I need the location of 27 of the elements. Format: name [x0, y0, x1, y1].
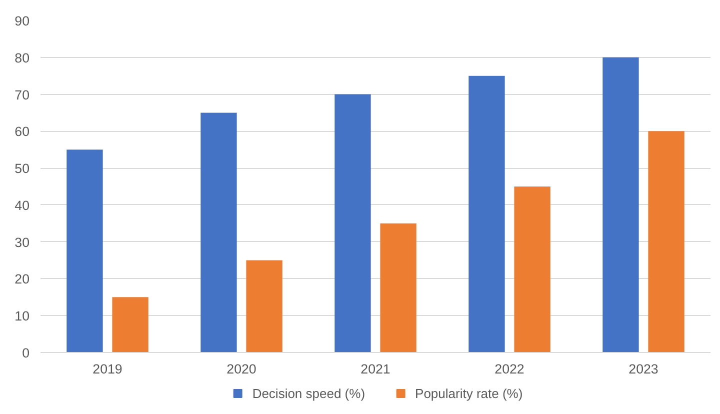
- bar: [334, 94, 371, 352]
- x-tick-label: 2020: [226, 362, 256, 376]
- bar: [648, 131, 684, 352]
- x-tick-label: 2019: [92, 362, 122, 376]
- y-tick-label: 30: [14, 234, 30, 250]
- x-tick-label: 2021: [360, 362, 390, 376]
- bar: [380, 223, 416, 352]
- y-tick-label: 80: [14, 50, 30, 66]
- y-tick-label: 0: [22, 346, 30, 360]
- x-tick-label: 2023: [628, 362, 658, 376]
- bar: [602, 57, 639, 352]
- y-tick-label: 90: [14, 14, 30, 28]
- bar: [246, 260, 282, 352]
- y-tick-label: 50: [14, 161, 30, 176]
- y-tick-label: 70: [14, 87, 30, 102]
- y-tick-label: 10: [14, 308, 30, 324]
- bar: [514, 186, 550, 352]
- y-tick-label: 60: [14, 124, 30, 140]
- bar: [200, 112, 237, 352]
- x-tick-label: 2022: [494, 362, 524, 376]
- y-tick-label: 40: [14, 198, 30, 213]
- legend-label: Decision speed (%): [252, 386, 366, 400]
- bar: [468, 76, 505, 352]
- legend-label: Popularity rate (%): [415, 386, 523, 400]
- bar: [66, 150, 103, 352]
- bar: [112, 297, 148, 352]
- y-tick-label: 20: [14, 272, 30, 287]
